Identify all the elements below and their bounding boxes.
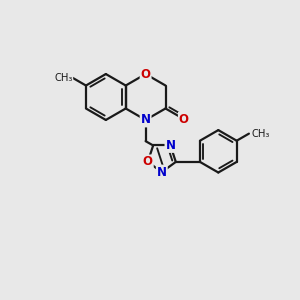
Text: O: O [143,155,153,168]
Text: N: N [157,166,167,178]
Text: O: O [179,112,189,126]
Text: N: N [166,139,176,152]
Text: N: N [141,113,151,127]
Text: CH₃: CH₃ [252,129,270,139]
Text: CH₃: CH₃ [54,73,73,83]
Text: O: O [141,68,151,80]
